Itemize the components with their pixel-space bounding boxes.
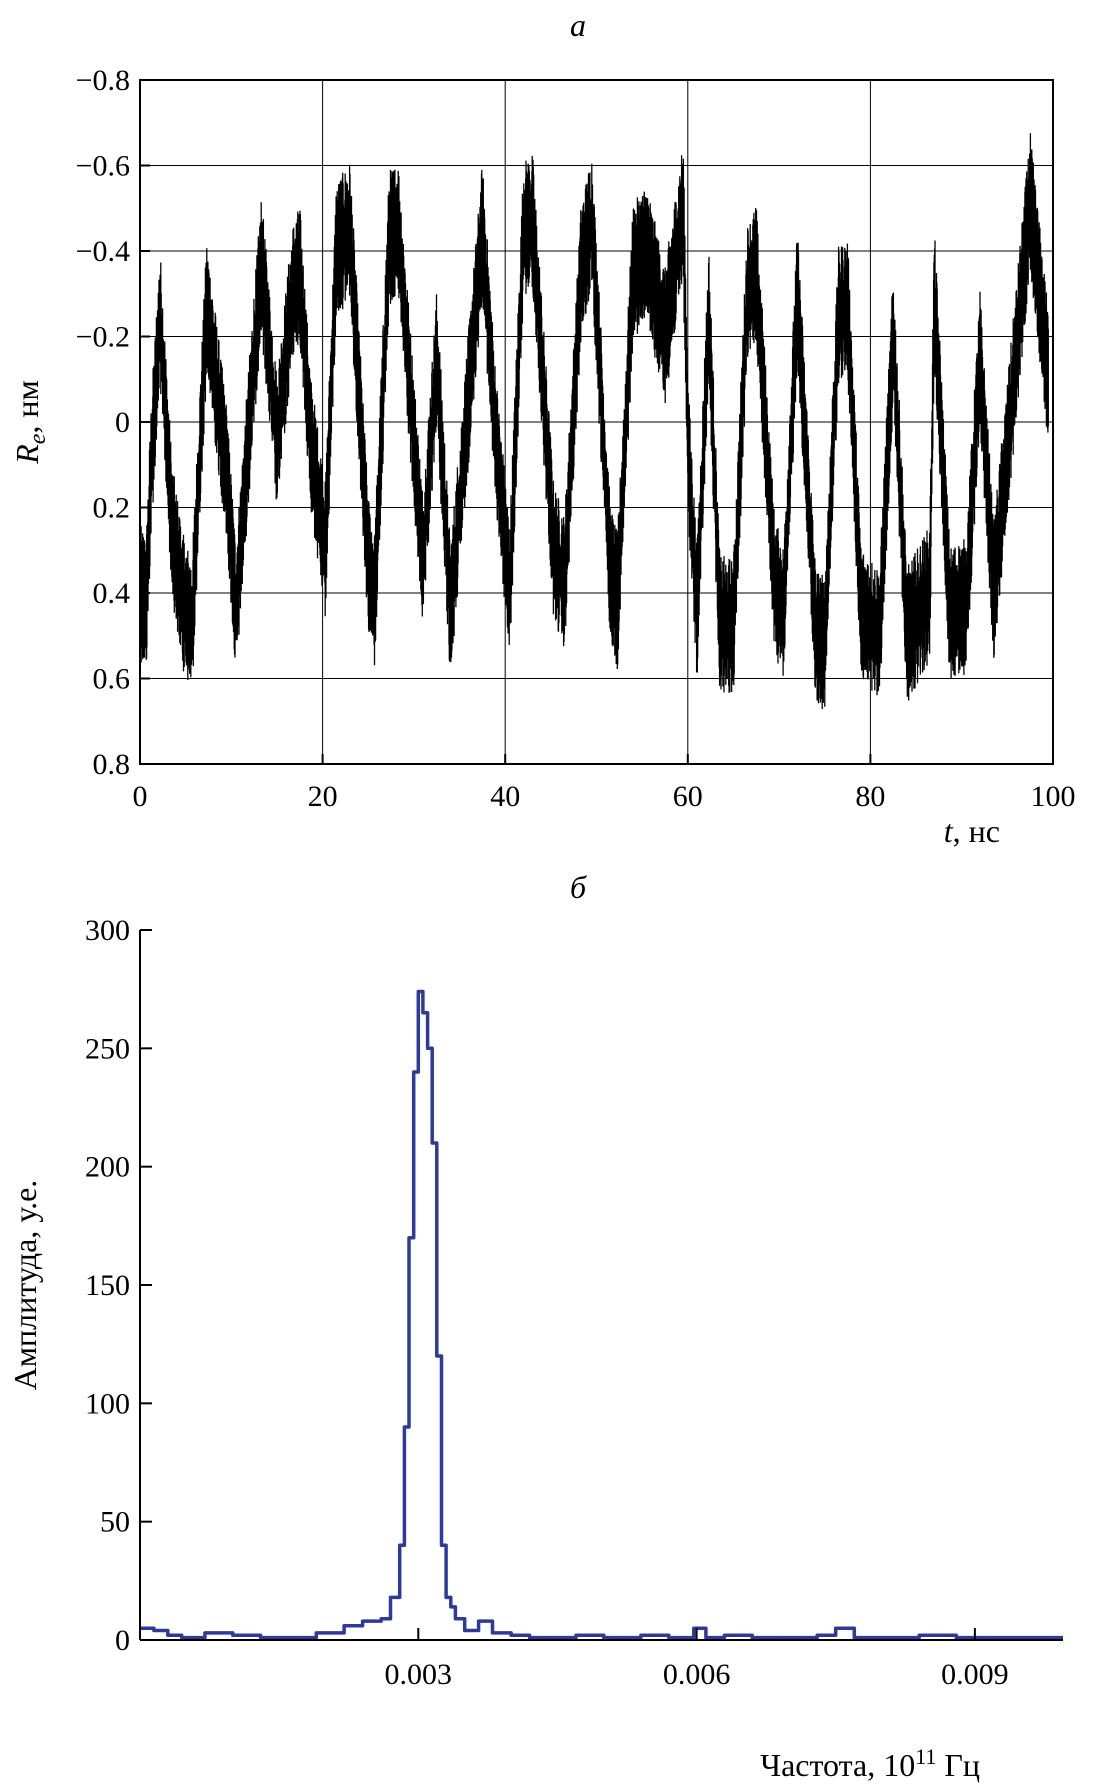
chart-b-x-tick-label: 0.006 — [663, 1658, 731, 1691]
chart-a-xlabel: t, нс — [944, 813, 1000, 849]
chart-a-y-tick-label: −0.8 — [76, 64, 130, 97]
chart-b-y-tick-label: 50 — [100, 1506, 130, 1539]
chart-b-xlabel-unit: Гц — [936, 1747, 980, 1783]
chart-b-y-tick-label: 100 — [85, 1387, 130, 1420]
chart-b-x-tick-label: 0.009 — [941, 1658, 1009, 1691]
chart-a-ylabel: Re, нм — [9, 380, 51, 465]
chart-a-x-tick-label: 0 — [133, 780, 148, 813]
chart-a-x-tick-label: 40 — [490, 780, 520, 813]
chart-a-x-tick-label: 60 — [673, 780, 703, 813]
chart-b-xlabel-exp: 11 — [915, 1744, 936, 1769]
chart-a-x-tick-label: 80 — [855, 780, 885, 813]
chart-a-xlabel-unit: , нс — [953, 813, 1000, 849]
chart-a-y-tick-label: 0 — [115, 406, 130, 439]
chart-a-ylabel-var: R — [9, 444, 45, 465]
chart-a-y-tick-label: 0.8 — [93, 748, 131, 781]
chart-b-xlabel-text: Частота, 10 — [760, 1747, 915, 1783]
chart-b-ylabel: Амплитуда, у.е. — [7, 1180, 43, 1391]
chart-a-ylabel-sub: e — [25, 433, 51, 444]
chart-b-y-tick-label: 150 — [85, 1269, 130, 1302]
chart-a-y-tick-label: −0.6 — [76, 150, 130, 183]
chart-a-y-tick-label: 0.2 — [93, 492, 131, 525]
chart-b-y-tick-label: 0 — [115, 1624, 130, 1657]
chart-a-x-tick-label: 100 — [1031, 780, 1076, 813]
chart-a-series-line — [139, 133, 1049, 710]
chart-a-y-tick-label: −0.2 — [76, 321, 130, 354]
chart-a-ylabel-unit: , нм — [9, 380, 45, 433]
chart-a-y-tick-label: 0.4 — [93, 577, 131, 610]
chart-a-y-tick-label: −0.4 — [76, 235, 130, 268]
chart-b-y-tick-label: 200 — [85, 1151, 130, 1184]
chart-b-xlabel: Частота, 1011 Гц — [760, 1744, 980, 1783]
chart-a-xlabel-var: t — [944, 813, 954, 849]
chart-b-y-tick-label: 300 — [85, 914, 130, 947]
chart-a-title: a — [570, 7, 586, 43]
chart-b: б 0 50 100 150 200 250 300 0.003 0.006 0.009 Час… — [7, 869, 1063, 1783]
chart-b-x-tick-label: 0.003 — [385, 1658, 453, 1691]
chart-a: a −0.8 −0.6 −0.4 −0.2 0 0.2 0.4 0.6 0.8 0 20 40 60 8… — [9, 7, 1076, 849]
chart-a-x-tick-label: 20 — [308, 780, 338, 813]
chart-b-series-line — [140, 989, 1063, 1640]
chart-b-y-tick-label: 250 — [85, 1032, 130, 1065]
chart-a-y-tick-label: 0.6 — [93, 663, 131, 696]
chart-b-title: б — [570, 869, 587, 905]
